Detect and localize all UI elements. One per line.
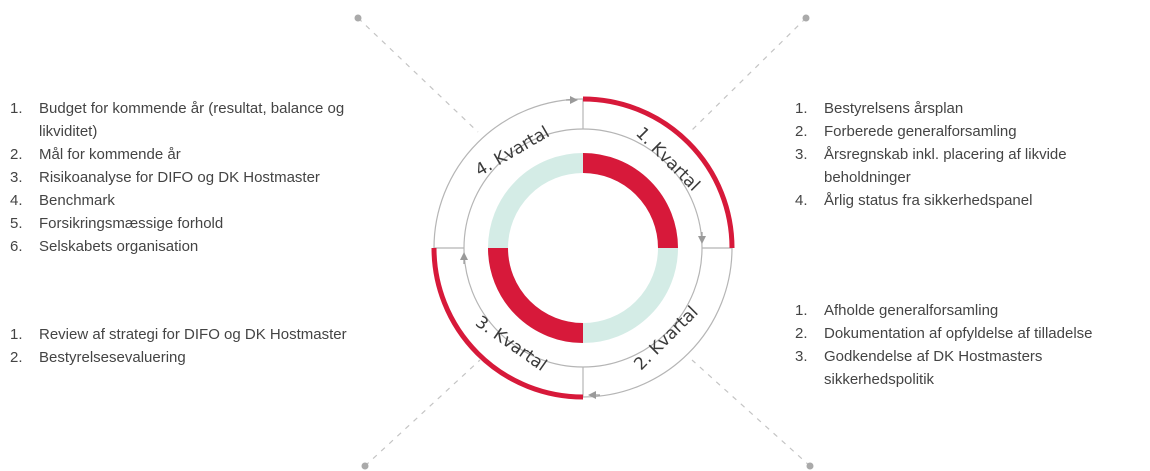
connector-dot-bottom-right — [806, 462, 814, 470]
q3-task-list: 1. Review af strategi for DIFO og DK Host… — [10, 323, 370, 369]
q1-inner-red-band — [582, 153, 678, 249]
list-item: 1. Review af strategi for DIFO og DK Host… — [10, 326, 347, 343]
q3-inner-red-band — [488, 247, 584, 343]
q4-task-list: 1. Budget for kommende år (resultat, bala… — [10, 97, 390, 258]
q1-task-list: 1. Bestyrelsens årsplan 2. Forberede gener… — [795, 97, 1145, 212]
inner-band — [488, 153, 678, 343]
list-item: 6. Selskabets organisation — [10, 238, 199, 255]
q3-outer-red-arc — [431, 247, 584, 400]
connector-line-bottom-left — [364, 359, 481, 467]
connector-line-top-right — [689, 17, 807, 133]
list-item: 2. Mål for kommende år — [10, 146, 181, 163]
list-item: 3. Årsregnskab inkl. placering af likvide… — [795, 146, 1067, 186]
flow-arrows — [460, 96, 706, 399]
list-item: 2. Bestyrelsesevaluering — [10, 349, 186, 366]
list-item: 1. Budget for kommende år (resultat, bala… — [10, 100, 345, 140]
connector-dot-bottom-left — [361, 462, 369, 470]
list-item: 4. Benchmark — [10, 192, 115, 209]
connector-dots — [354, 14, 814, 470]
connector-dot-top-left — [354, 14, 362, 22]
list-item: 2. Dokumentation af opfyldelse af tillade… — [795, 325, 1093, 342]
list-item: 1. Bestyrelsens årsplan — [795, 100, 964, 117]
quadrant-dividers — [434, 99, 732, 397]
list-item: 4. Årlig status fra sikkerhedspanel — [795, 192, 1033, 209]
list-item: 1. Afholde generalforsamling — [795, 302, 999, 319]
connector-lines — [357, 17, 811, 467]
connector-dot-top-right — [802, 14, 810, 22]
list-item: 3. Risikoanalyse for DIFO og DK Hostmaste… — [10, 169, 320, 186]
connector-line-bottom-right — [691, 359, 811, 467]
list-item: 2. Forberede generalforsamling — [795, 123, 1017, 140]
list-item: 5. Forsikringsmæssige forhold — [10, 215, 224, 232]
q2-task-list: 1. Afholde generalforsamling 2. Dokumentat… — [795, 299, 1115, 391]
q1-outer-red-arc — [582, 96, 735, 249]
list-item: 3. Godkendelse af DK Hostmasters sikkerhe… — [795, 348, 1043, 388]
